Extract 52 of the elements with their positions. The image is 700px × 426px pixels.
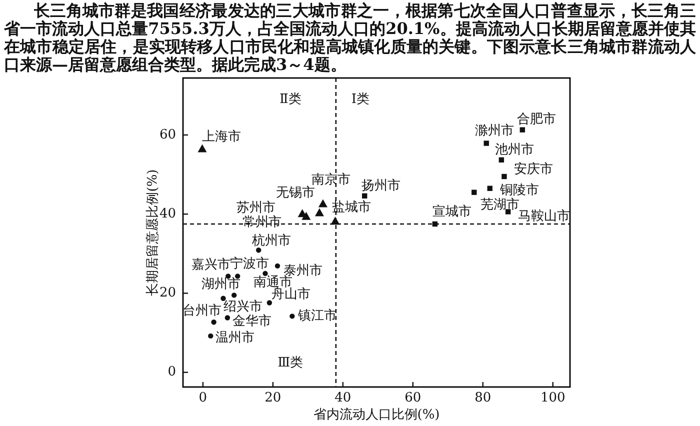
point bbox=[290, 314, 295, 319]
point bbox=[314, 208, 324, 216]
annotation: 铜陵市 bbox=[500, 182, 539, 198]
annotation: 温州市 bbox=[216, 330, 255, 346]
point bbox=[318, 199, 328, 208]
annotation: 合肥市 bbox=[516, 112, 556, 128]
point bbox=[520, 127, 526, 132]
point bbox=[498, 157, 504, 162]
annotation: 上海市 bbox=[202, 130, 242, 145]
point bbox=[330, 216, 340, 225]
annotation: Ⅲ类 bbox=[278, 356, 304, 371]
point bbox=[302, 212, 311, 220]
annotation: 宁波市 bbox=[230, 256, 270, 272]
annotation: 金华市 bbox=[232, 314, 272, 330]
annotation: 扬州市 bbox=[362, 178, 401, 194]
point bbox=[502, 174, 507, 180]
title: 长三角城市群是我国经济最发达的三大城市群之一，根据第七次全国人口普查显示，长三角三省一市流动人口总量7555.3万人，占全国流动人口的20.1%。提高流动人口长期居留意愿并使其在城市稳定居住，是实现转移人口市民化和提高城镇化质量的关键。下图示意长三角城市群流动人口来源—居留意愿组合类型。据此完成3～4题。 bbox=[4, 2, 696, 74]
point bbox=[266, 300, 272, 306]
annotation: 苏州市 bbox=[236, 200, 276, 216]
annotation: 南京市 bbox=[311, 172, 350, 188]
point bbox=[256, 248, 262, 253]
point bbox=[432, 221, 438, 227]
annotation: 镇江市 bbox=[298, 308, 338, 324]
annotation: 嘉兴市 bbox=[192, 258, 231, 273]
point bbox=[472, 190, 477, 195]
annotation: 舟山市 bbox=[271, 287, 310, 302]
point bbox=[231, 292, 237, 298]
annotation: 宣城市 bbox=[432, 204, 472, 220]
point bbox=[220, 296, 226, 301]
point bbox=[362, 193, 368, 199]
annotation: 常州市 bbox=[242, 215, 282, 230]
annotation: 池州市 bbox=[494, 142, 534, 158]
annotation: Ⅰ类 bbox=[351, 92, 370, 108]
point bbox=[487, 186, 492, 191]
ylabel: 长期居留意愿比例(%) bbox=[145, 169, 160, 296]
point bbox=[224, 315, 230, 320]
point bbox=[211, 320, 216, 325]
annotation: Ⅱ类 bbox=[280, 92, 302, 108]
annotation: 芜湖市 bbox=[480, 198, 520, 213]
annotation: 绍兴市 bbox=[224, 300, 263, 315]
annotation: 杭州市 bbox=[252, 233, 292, 248]
point bbox=[198, 144, 207, 152]
annotation: 无锡市 bbox=[276, 186, 315, 201]
annotation: 安庆市 bbox=[514, 162, 554, 177]
point bbox=[208, 333, 214, 339]
annotation: 马鞍山市 bbox=[518, 209, 570, 224]
annotation: 台州市 bbox=[182, 304, 222, 318]
annotation: 湖州市 bbox=[202, 276, 241, 292]
annotation: 滁州市 bbox=[474, 124, 514, 139]
point bbox=[274, 263, 280, 269]
xlabel: 省内流动人口比例(%) bbox=[313, 407, 440, 422]
point bbox=[484, 140, 489, 146]
